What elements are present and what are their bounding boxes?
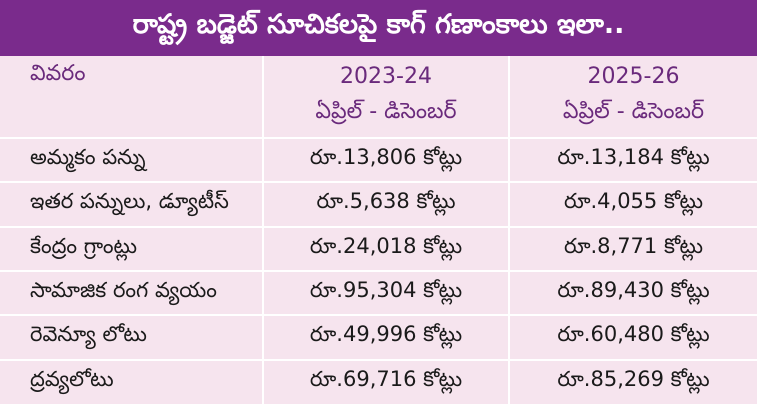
title: రాష్ట్ర బడ్జెట్ సూచికలపై కాగ్ గణాంకాలు ఇ… xyxy=(0,0,757,56)
column-header: 2025-26 xyxy=(587,63,680,89)
column-subheader: ఏప్రిల్ - డిసెంబర్ xyxy=(315,99,457,124)
cell-value: రూ.24,018 కోట్లు xyxy=(309,233,463,258)
cell-value: రూ.8,771 కోట్లు xyxy=(564,233,703,258)
cell-value: రూ.60,480 కోట్లు xyxy=(557,322,710,347)
cell-value: రూ.13,806 కోట్లు xyxy=(309,145,463,170)
cell-value: రూ.5,638 కోట్లు xyxy=(316,189,456,214)
row-label: ఇతర పన్నులు, డ్యూటీస్ xyxy=(30,189,229,214)
row-divider xyxy=(0,181,757,184)
column-divider xyxy=(262,56,264,404)
row-label: అమ్మకం పన్ను xyxy=(30,145,146,170)
cell-value: రూ.49,996 కోట్లు xyxy=(309,322,463,347)
column-header: 2023-24 xyxy=(340,63,432,89)
cell-value: రూ.4,055 కోట్లు xyxy=(564,189,703,214)
column-divider xyxy=(508,56,510,404)
cell-value: రూ.89,430 కోట్లు xyxy=(557,278,710,303)
cell-value: రూ.95,304 కోట్లు xyxy=(309,278,463,303)
row-label: కేంద్రం గ్రాంట్లు xyxy=(30,233,137,258)
column-subheader: ఏప్రిల్ - డిసెంబర్ xyxy=(562,99,705,124)
cell-value: రూ.69,716 కోట్లు xyxy=(309,366,463,391)
row-label: ద్రవ్యలోటు xyxy=(30,366,114,391)
row-label: సామాజిక రంగ వ్యయం xyxy=(30,278,217,303)
row-divider xyxy=(0,225,757,228)
cell-value: రూ.85,269 కోట్లు xyxy=(557,366,710,391)
row-divider xyxy=(0,270,757,272)
row-divider xyxy=(0,137,757,139)
cell-value: రూ.13,184 కోట్లు xyxy=(557,145,710,170)
column-header: వివరం xyxy=(30,61,86,86)
row-divider xyxy=(0,314,757,317)
row-label: రెవెన్యూ లోటు xyxy=(30,322,147,347)
row-divider xyxy=(0,358,757,361)
